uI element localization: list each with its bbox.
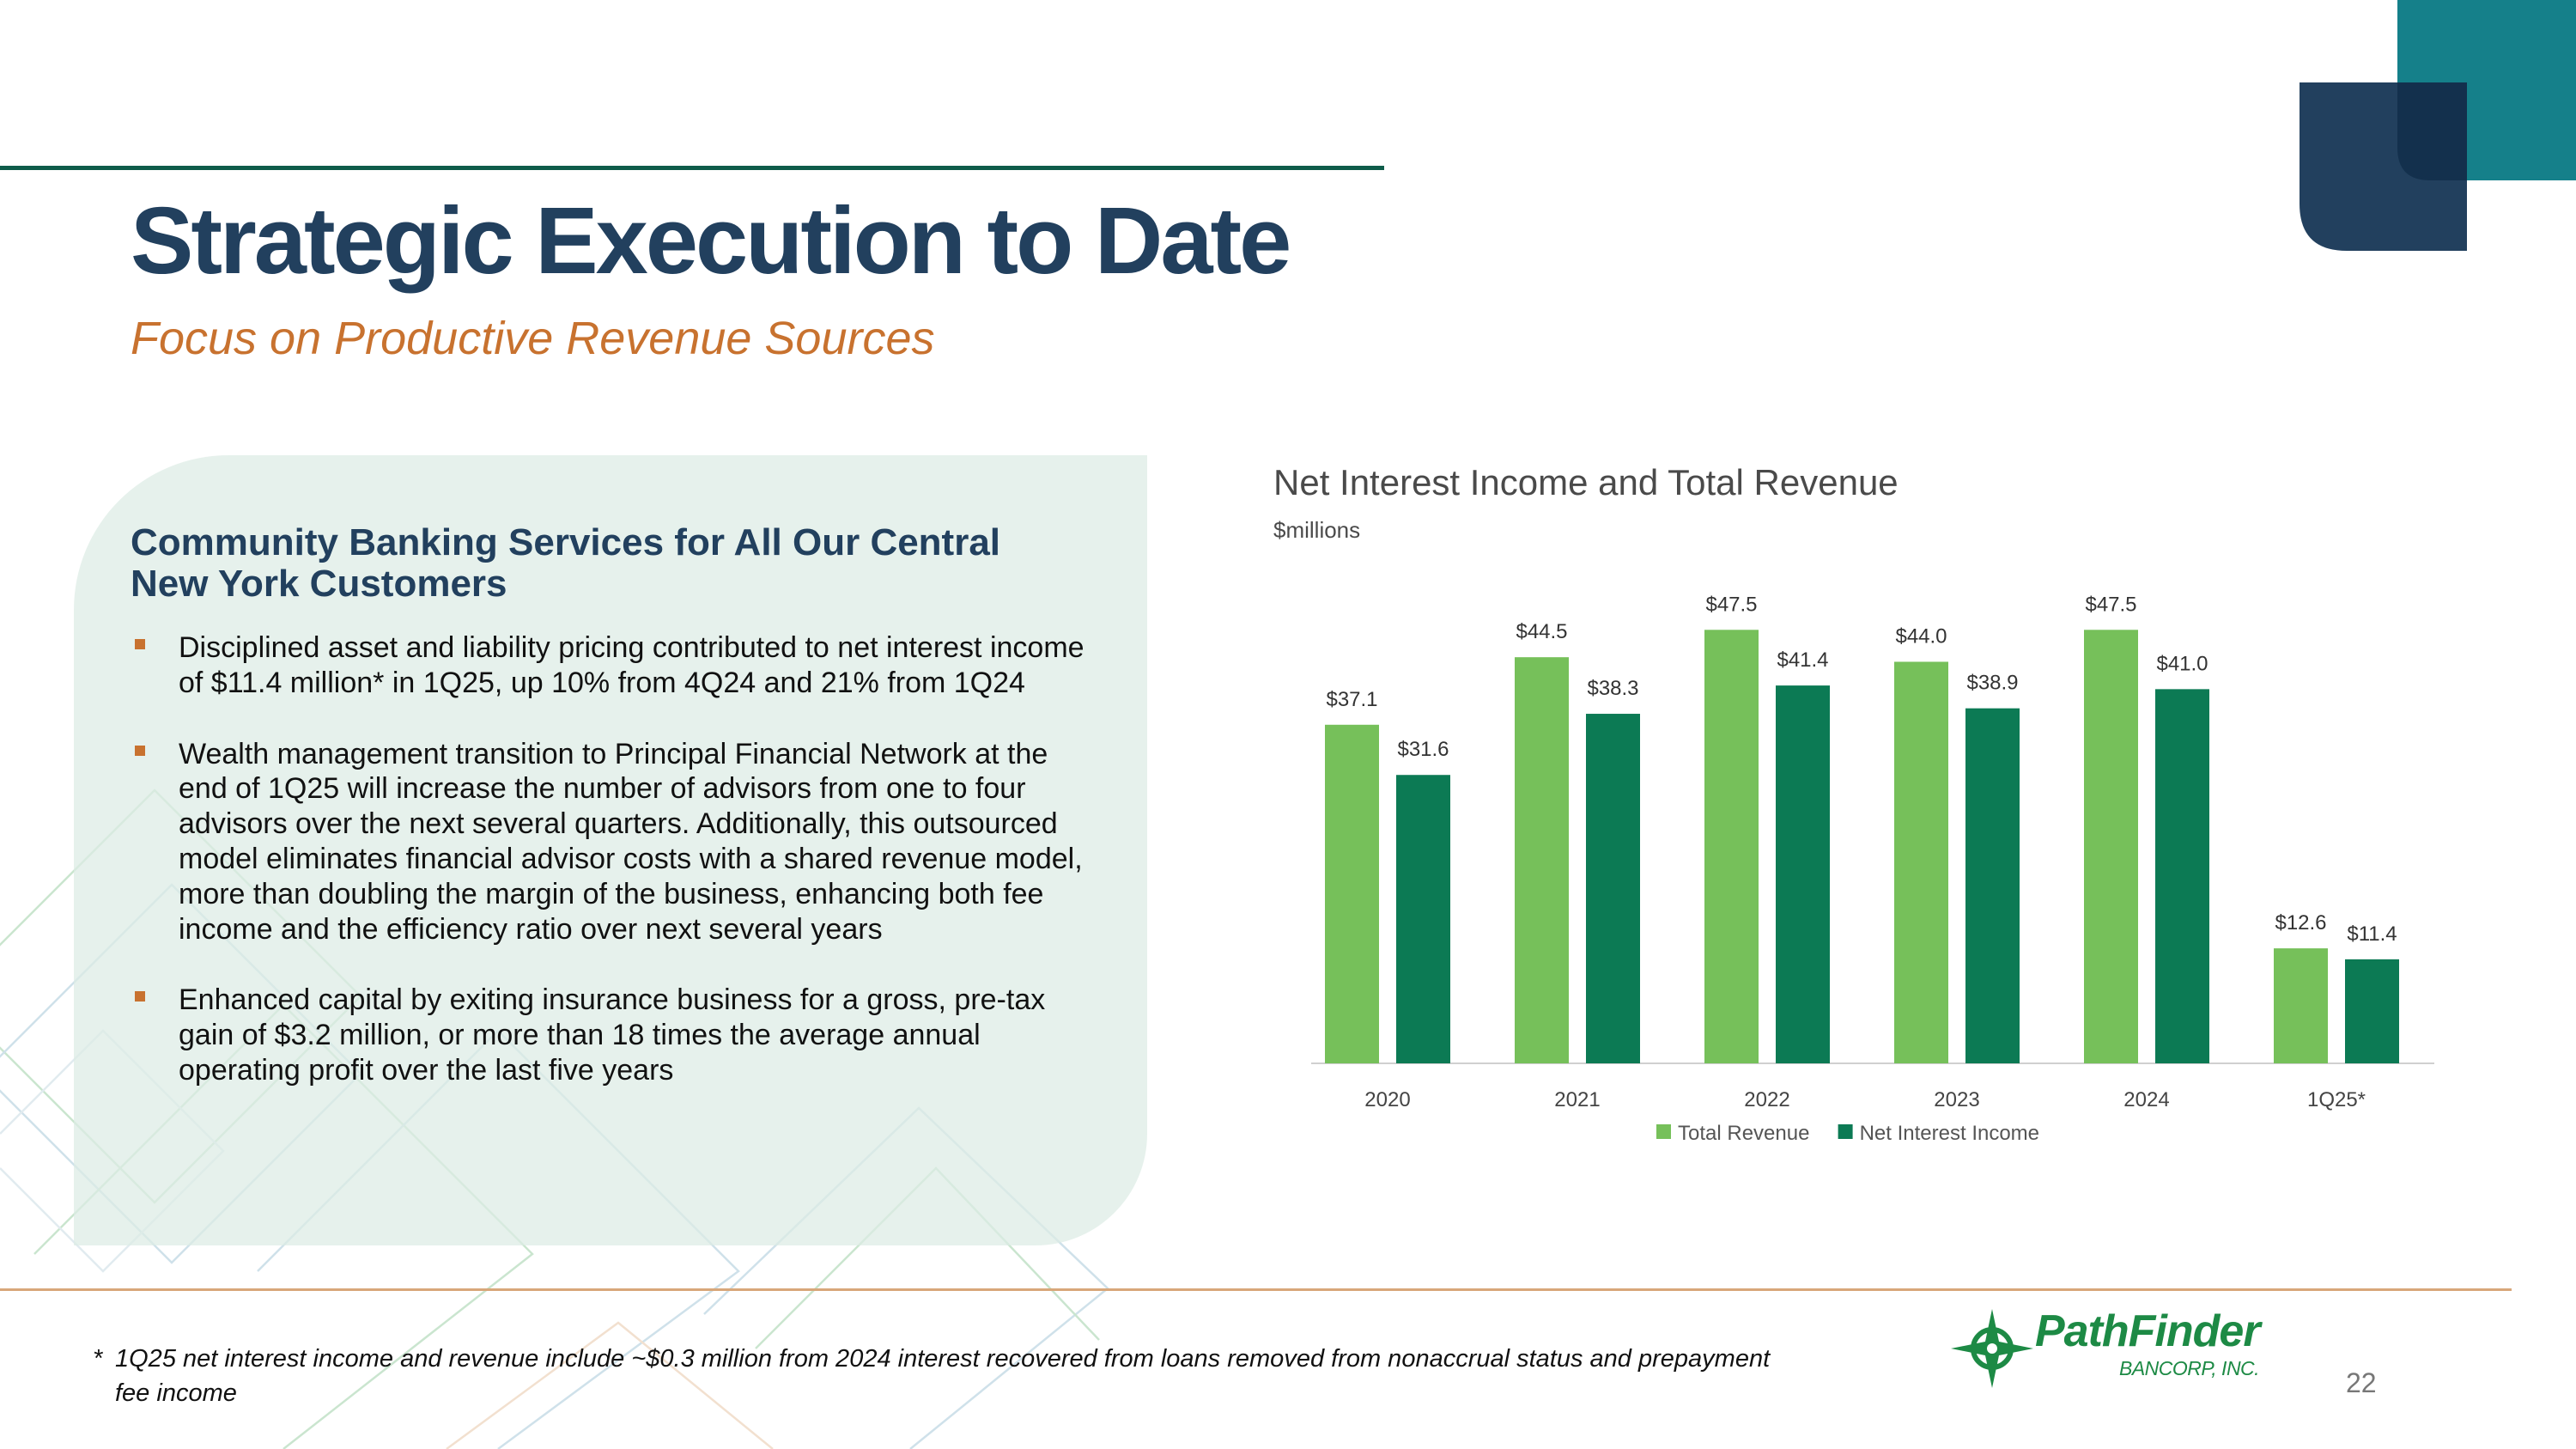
- bar-net-interest-income: [1965, 708, 2020, 1063]
- legend-label: Net Interest Income: [1860, 1122, 2039, 1145]
- data-label: $44.5: [1516, 620, 1567, 643]
- data-label: $41.4: [1777, 648, 1828, 672]
- bullet-square-icon: [135, 639, 145, 649]
- bullet-square-icon: [135, 745, 145, 756]
- data-label: $47.5: [2085, 593, 2136, 616]
- x-tick-label: 1Q25*: [2307, 1088, 2366, 1111]
- footer-rule: [0, 1288, 2512, 1291]
- header-rule: [0, 166, 1384, 170]
- bar-total-revenue: [2274, 948, 2328, 1063]
- chart-unit-label: $millions: [1273, 517, 1361, 543]
- page-number: 22: [2346, 1367, 2377, 1398]
- bullet-text: Enhanced capital by exiting insurance bu…: [179, 983, 1046, 1087]
- x-tick-label: 2022: [1744, 1088, 1789, 1111]
- x-tick-label: 2024: [2123, 1088, 2169, 1111]
- chart-title: Net Interest Income and Total Revenue: [1273, 462, 1899, 502]
- x-tick-label: 2020: [1364, 1088, 1410, 1111]
- data-label: $11.4: [2347, 922, 2397, 946]
- bullet-item: Disciplined asset and liability pricing …: [131, 630, 1101, 701]
- bar-net-interest-income: [2345, 959, 2399, 1063]
- text-panel: [74, 455, 1147, 1245]
- page-title: Strategic Execution to Date: [131, 188, 1291, 294]
- page-subtitle: Focus on Productive Revenue Sources: [131, 313, 935, 364]
- logo-name: PathFinder: [2035, 1306, 2261, 1356]
- bar-net-interest-income: [1776, 685, 1830, 1063]
- x-tick-label: 2023: [1934, 1088, 1979, 1111]
- bullet-list: Disciplined asset and liability pricing …: [131, 630, 1101, 1124]
- footnote-text: 1Q25 net interest income and revenue inc…: [115, 1345, 1771, 1408]
- legend-label: Total Revenue: [1678, 1122, 1809, 1145]
- data-label: $37.1: [1326, 688, 1377, 711]
- data-label: $12.6: [2275, 911, 2326, 935]
- data-label: $38.9: [1966, 672, 2018, 695]
- footnote-marker: *: [93, 1345, 103, 1373]
- footnote: * 1Q25 net interest income and revenue i…: [93, 1342, 1793, 1410]
- data-label: $31.6: [1397, 738, 1449, 761]
- data-label: $44.0: [1895, 624, 1947, 648]
- bar-net-interest-income: [1586, 714, 1640, 1063]
- corner-overlap-block: [2397, 82, 2467, 180]
- compass-star-icon: [1951, 1309, 2033, 1388]
- legend-swatch: [1656, 1124, 1671, 1139]
- logo-subtitle: BANCORP, INC.: [2119, 1357, 2260, 1379]
- bar-net-interest-income: [2155, 689, 2209, 1063]
- data-label: $41.0: [2156, 652, 2208, 675]
- legend-swatch: [1838, 1124, 1853, 1139]
- bullet-text: Wealth management transition to Principa…: [179, 737, 1083, 946]
- bar-chart: $37.1 $31.6 2020 $44.5 $38.3 2021 $47.5 $41.4 20…: [1311, 593, 2434, 1145]
- bar-total-revenue: [1325, 724, 1379, 1063]
- bullet-square-icon: [135, 991, 145, 1002]
- bullet-item: Enhanced capital by exiting insurance bu…: [131, 983, 1101, 1087]
- data-label: $38.3: [1587, 677, 1638, 700]
- data-label: $47.5: [1705, 593, 1757, 616]
- company-logo: PathFinder BANCORP, INC.: [1951, 1309, 2294, 1388]
- bullet-text: Disciplined asset and liability pricing …: [179, 631, 1084, 699]
- bar-total-revenue: [1515, 657, 1569, 1063]
- bar-total-revenue: [1704, 630, 1759, 1063]
- bullet-item: Wealth management transition to Principa…: [131, 737, 1101, 947]
- panel-heading: Community Banking Services for All Our C…: [131, 521, 1001, 605]
- bar-total-revenue: [1894, 661, 1948, 1063]
- bar-net-interest-income: [1396, 775, 1450, 1063]
- bar-total-revenue: [2084, 630, 2138, 1063]
- x-tick-label: 2021: [1554, 1088, 1600, 1111]
